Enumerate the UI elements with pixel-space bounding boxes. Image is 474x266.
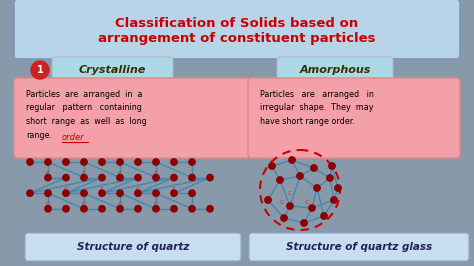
- Circle shape: [207, 206, 213, 212]
- Circle shape: [135, 206, 141, 212]
- Circle shape: [63, 206, 69, 212]
- Text: short  range  as  well  as  long: short range as well as long: [26, 117, 147, 126]
- Text: ↄ: ↄ: [118, 167, 122, 176]
- Circle shape: [63, 174, 69, 181]
- Text: Structure of quartz glass: Structure of quartz glass: [286, 242, 432, 252]
- Text: ↄ: ↄ: [46, 198, 50, 207]
- Circle shape: [321, 213, 327, 219]
- Circle shape: [135, 159, 141, 165]
- Circle shape: [99, 159, 105, 165]
- Circle shape: [45, 190, 51, 196]
- Circle shape: [171, 190, 177, 196]
- Text: ↄ: ↄ: [172, 183, 176, 192]
- Circle shape: [135, 190, 141, 196]
- Circle shape: [287, 203, 293, 209]
- Circle shape: [117, 174, 123, 181]
- Circle shape: [31, 61, 49, 79]
- Text: ↄ: ↄ: [136, 183, 140, 192]
- Circle shape: [135, 174, 141, 181]
- Circle shape: [331, 197, 337, 203]
- Text: Particles  are  arranged  in  a: Particles are arranged in a: [26, 90, 142, 99]
- Text: 1: 1: [36, 65, 44, 75]
- FancyBboxPatch shape: [14, 78, 250, 158]
- Circle shape: [45, 174, 51, 181]
- Text: regular   pattern   containing: regular pattern containing: [26, 103, 142, 113]
- Text: ↄ: ↄ: [64, 183, 68, 192]
- Text: ↄ: ↄ: [82, 167, 86, 176]
- Circle shape: [269, 163, 275, 169]
- FancyBboxPatch shape: [14, 0, 460, 59]
- Circle shape: [309, 205, 315, 211]
- Circle shape: [45, 159, 51, 165]
- Circle shape: [81, 174, 87, 181]
- FancyBboxPatch shape: [248, 78, 460, 158]
- Text: ↄ: ↄ: [100, 183, 104, 192]
- Circle shape: [189, 206, 195, 212]
- Circle shape: [117, 206, 123, 212]
- Circle shape: [329, 163, 335, 169]
- Circle shape: [335, 185, 341, 191]
- Circle shape: [99, 174, 105, 181]
- FancyBboxPatch shape: [277, 57, 393, 83]
- Text: ↄ: ↄ: [154, 167, 158, 176]
- Text: ↄ: ↄ: [280, 197, 284, 203]
- Text: arrangement of constituent particles: arrangement of constituent particles: [98, 32, 376, 45]
- Circle shape: [265, 197, 271, 203]
- Circle shape: [27, 159, 33, 165]
- Circle shape: [153, 159, 159, 165]
- Circle shape: [277, 177, 283, 183]
- Circle shape: [81, 206, 87, 212]
- Text: have short range order.: have short range order.: [260, 117, 355, 126]
- Text: ↄ: ↄ: [154, 198, 158, 207]
- Text: irregular  shape.  They  may: irregular shape. They may: [260, 103, 374, 113]
- Text: Classification of Solids based on: Classification of Solids based on: [116, 17, 358, 30]
- Circle shape: [81, 190, 87, 196]
- Circle shape: [207, 174, 213, 181]
- Circle shape: [153, 206, 159, 212]
- FancyBboxPatch shape: [25, 233, 241, 261]
- Circle shape: [81, 159, 87, 165]
- Circle shape: [171, 206, 177, 212]
- Circle shape: [45, 206, 51, 212]
- Circle shape: [189, 190, 195, 196]
- Circle shape: [153, 190, 159, 196]
- Circle shape: [153, 174, 159, 181]
- Circle shape: [327, 175, 333, 181]
- Circle shape: [311, 165, 317, 171]
- Text: ↄ: ↄ: [305, 197, 309, 203]
- Circle shape: [27, 190, 33, 196]
- Circle shape: [171, 174, 177, 181]
- Circle shape: [117, 159, 123, 165]
- Circle shape: [63, 159, 69, 165]
- Text: Particles   are   arranged   in: Particles are arranged in: [260, 90, 374, 99]
- Circle shape: [314, 185, 320, 191]
- Text: ↄ: ↄ: [288, 188, 292, 194]
- Circle shape: [281, 215, 287, 221]
- Circle shape: [297, 173, 303, 179]
- Circle shape: [289, 157, 295, 163]
- FancyBboxPatch shape: [52, 57, 173, 83]
- Circle shape: [99, 206, 105, 212]
- Text: Crystalline: Crystalline: [78, 65, 146, 75]
- Circle shape: [301, 220, 307, 226]
- Circle shape: [189, 159, 195, 165]
- Text: ↄ: ↄ: [46, 167, 50, 176]
- Text: ↄ: ↄ: [118, 198, 122, 207]
- FancyBboxPatch shape: [249, 233, 469, 261]
- Circle shape: [171, 159, 177, 165]
- Text: order: order: [62, 134, 85, 143]
- Text: Structure of quartz: Structure of quartz: [77, 242, 189, 252]
- Circle shape: [99, 190, 105, 196]
- Circle shape: [117, 190, 123, 196]
- Text: Amorphous: Amorphous: [299, 65, 371, 75]
- Text: range.: range.: [26, 131, 52, 139]
- Circle shape: [189, 174, 195, 181]
- Circle shape: [63, 190, 69, 196]
- Text: ↄ: ↄ: [82, 198, 86, 207]
